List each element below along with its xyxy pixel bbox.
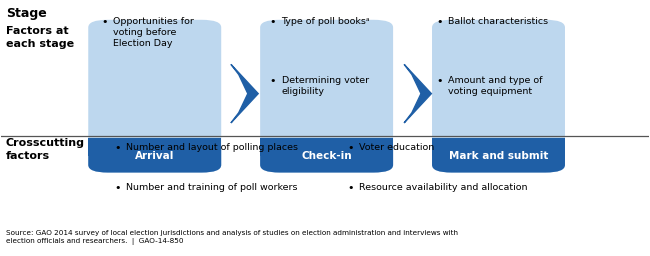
Text: •: • bbox=[348, 183, 354, 193]
FancyBboxPatch shape bbox=[432, 140, 565, 173]
Text: Crosscutting
factors: Crosscutting factors bbox=[6, 138, 85, 161]
Text: Resource availability and allocation: Resource availability and allocation bbox=[359, 183, 528, 192]
Text: •: • bbox=[348, 143, 354, 153]
Text: Stage: Stage bbox=[6, 7, 47, 20]
Text: Amount and type of
voting equipment: Amount and type of voting equipment bbox=[448, 76, 543, 96]
FancyBboxPatch shape bbox=[88, 20, 221, 173]
FancyBboxPatch shape bbox=[432, 138, 565, 156]
FancyBboxPatch shape bbox=[260, 138, 393, 156]
Text: •: • bbox=[437, 76, 443, 86]
Text: Ballot characteristics: Ballot characteristics bbox=[448, 17, 549, 26]
Text: •: • bbox=[270, 17, 276, 27]
Text: Voter education: Voter education bbox=[359, 143, 435, 152]
Text: •: • bbox=[114, 143, 121, 153]
Text: •: • bbox=[437, 17, 443, 27]
Text: Check-in: Check-in bbox=[302, 151, 352, 161]
FancyBboxPatch shape bbox=[432, 20, 565, 173]
Text: Source: GAO 2014 survey of local election jurisdictions and analysis of studies : Source: GAO 2014 survey of local electio… bbox=[6, 230, 458, 245]
Text: Number and layout of polling places: Number and layout of polling places bbox=[126, 143, 298, 152]
Text: Type of poll booksᵃ: Type of poll booksᵃ bbox=[281, 17, 370, 26]
FancyBboxPatch shape bbox=[260, 140, 393, 173]
Text: Mark and submit: Mark and submit bbox=[448, 151, 548, 161]
Text: Number and training of poll workers: Number and training of poll workers bbox=[126, 183, 298, 192]
Text: •: • bbox=[270, 76, 276, 86]
Text: •: • bbox=[101, 17, 108, 27]
FancyBboxPatch shape bbox=[88, 140, 221, 173]
Text: Factors at
each stage: Factors at each stage bbox=[6, 26, 74, 49]
Text: Determining voter
eligibility: Determining voter eligibility bbox=[281, 76, 369, 96]
Text: Arrival: Arrival bbox=[135, 151, 174, 161]
Polygon shape bbox=[231, 64, 258, 123]
FancyBboxPatch shape bbox=[260, 20, 393, 173]
Text: •: • bbox=[114, 183, 121, 193]
Text: Opportunities for
voting before
Election Day: Opportunities for voting before Election… bbox=[113, 17, 194, 48]
Polygon shape bbox=[404, 64, 432, 123]
FancyBboxPatch shape bbox=[88, 138, 221, 156]
